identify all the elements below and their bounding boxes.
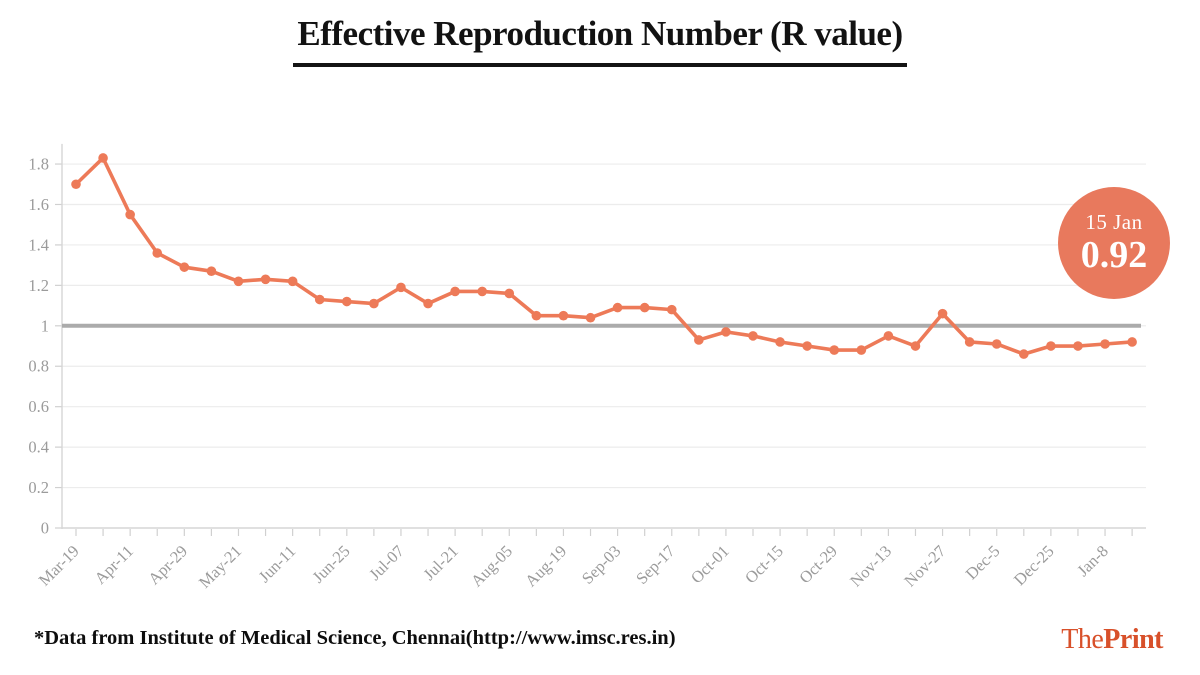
x-tick-label: Jun-11 [255, 541, 300, 586]
data-source-note: *Data from Institute of Medical Science,… [34, 627, 676, 649]
badge-value-label: 0.92 [1080, 234, 1148, 276]
x-tick-label: Oct-15 [741, 541, 787, 587]
x-tick-label: Oct-29 [795, 541, 841, 587]
x-tick-label: Apr-29 [144, 541, 191, 588]
logo-text-the: The [1061, 624, 1104, 655]
x-tick-label: Oct-01 [687, 541, 733, 587]
y-tick-label: 0 [41, 519, 49, 538]
data-point [721, 327, 731, 337]
y-tick-label: 1.2 [28, 276, 49, 295]
data-point [98, 153, 108, 163]
data-point [666, 304, 677, 315]
x-tick-label: Dec-25 [1010, 541, 1058, 589]
data-point [802, 341, 812, 351]
data-point [152, 248, 163, 258]
theprint-logo: ThePrint [1061, 624, 1163, 656]
title-area: Effective Reproduction Number (R value) [0, 14, 1200, 67]
data-point [964, 337, 975, 347]
chart-title: Effective Reproduction Number (R value) [293, 14, 907, 67]
data-point [856, 345, 867, 355]
data-point [423, 298, 433, 309]
data-point [883, 331, 894, 341]
data-point [125, 209, 135, 220]
logo-text-print: Print [1103, 624, 1163, 655]
latest-value-badge: 15 Jan 0.92 [1058, 187, 1170, 299]
x-tick-label: Aug-05 [467, 541, 516, 590]
data-point [639, 302, 650, 313]
data-point [937, 308, 948, 319]
y-tick-label: 0.8 [28, 357, 49, 376]
x-tick-label: Mar-19 [35, 541, 83, 589]
data-point [206, 266, 217, 277]
x-tick-label: Apr-11 [91, 541, 137, 587]
y-tick-label: 1.4 [28, 235, 49, 254]
data-point [1019, 349, 1029, 359]
y-tick-label: 0.6 [28, 397, 49, 416]
data-point [504, 288, 515, 299]
data-point [775, 337, 785, 347]
x-tick-label: Nov-27 [900, 541, 949, 590]
data-point [342, 296, 352, 307]
data-point [396, 282, 406, 293]
data-point [991, 339, 1002, 349]
y-tick-label: 1.8 [28, 155, 49, 174]
data-point [314, 294, 325, 305]
data-point [369, 298, 379, 309]
data-point [612, 302, 623, 313]
x-tick-label: Aug-19 [521, 541, 570, 590]
data-point [585, 312, 596, 323]
data-point [1127, 337, 1137, 347]
data-point [748, 331, 758, 341]
data-point [477, 286, 488, 297]
y-tick-label: 1 [41, 316, 49, 335]
x-tick-label: May-21 [195, 541, 245, 591]
r-value-line [74, 156, 1134, 356]
data-point [179, 262, 190, 272]
data-point [694, 335, 704, 345]
x-tick-label: Nov-13 [846, 541, 895, 590]
data-point [260, 274, 271, 285]
data-point [558, 310, 569, 321]
x-tick-label: Jul-21 [419, 541, 462, 584]
x-tick-label: Jan-8 [1073, 541, 1112, 580]
data-point [910, 341, 921, 351]
data-point [1073, 341, 1083, 351]
x-tick-label: Jun-25 [308, 541, 353, 586]
data-point [829, 345, 840, 355]
y-tick-label: 1.6 [28, 195, 49, 214]
x-tick-label: Sep-17 [632, 541, 678, 587]
data-point [71, 179, 81, 190]
y-tick-label: 0.2 [28, 478, 49, 497]
data-point [531, 310, 542, 321]
x-tick-label: Jul-07 [365, 541, 408, 584]
badge-date-label: 15 Jan [1085, 210, 1143, 234]
x-tick-label: Dec-5 [962, 541, 1004, 583]
x-tick-label: Sep-03 [578, 541, 624, 587]
data-point [1046, 341, 1056, 351]
data-point [287, 276, 298, 287]
data-point [233, 276, 244, 287]
data-point [450, 286, 460, 297]
y-tick-label: 0.4 [28, 438, 49, 457]
data-point [1100, 339, 1110, 349]
